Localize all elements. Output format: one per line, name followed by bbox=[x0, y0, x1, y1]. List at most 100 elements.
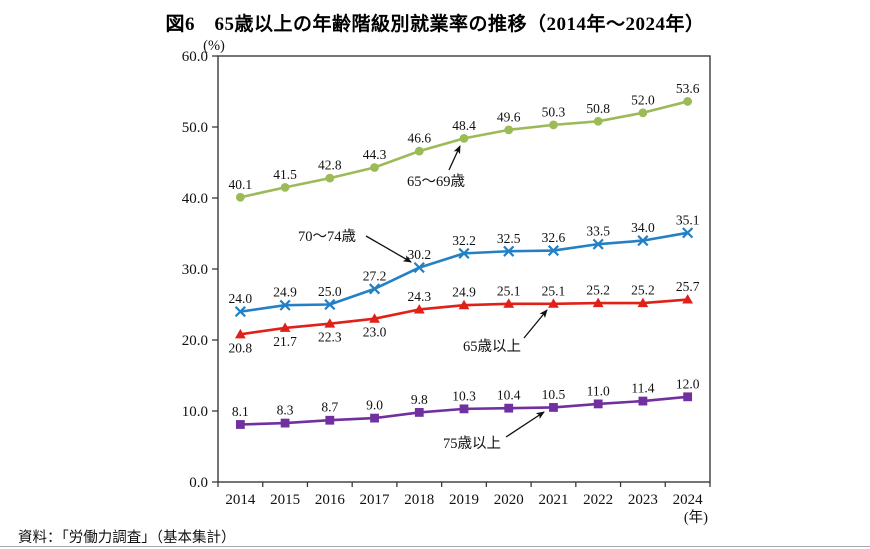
x-axis-tick-label: 2023 bbox=[628, 492, 658, 508]
y-axis-tick-label: 10.0 bbox=[182, 404, 208, 420]
data-point-label-s1: 35.1 bbox=[676, 212, 700, 227]
data-point-label-s2: 20.8 bbox=[229, 340, 253, 355]
data-point-marker-s1 bbox=[234, 306, 246, 318]
data-point-marker-s3 bbox=[414, 408, 424, 417]
data-point-label-s3: 10.3 bbox=[452, 388, 476, 403]
data-point-label-s3: 11.4 bbox=[631, 381, 654, 396]
data-point-label-s1: 32.5 bbox=[497, 231, 521, 246]
y-axis-tick-label: 30.0 bbox=[182, 262, 208, 278]
data-point-label-s3: 10.4 bbox=[497, 388, 521, 403]
data-point-marker-s0 bbox=[638, 108, 648, 118]
data-point-marker-s3 bbox=[370, 413, 379, 423]
data-point-marker-s2 bbox=[369, 313, 380, 323]
data-point-marker-s1 bbox=[547, 244, 560, 257]
data-point-marker-s1 bbox=[413, 262, 425, 274]
data-point-marker-s3 bbox=[549, 403, 558, 412]
data-point-marker-s1 bbox=[592, 238, 604, 250]
data-point-marker-s0 bbox=[235, 192, 245, 202]
x-axis-tick-label: 2016 bbox=[315, 492, 346, 508]
x-axis-tick-label: 2019 bbox=[449, 492, 479, 508]
data-point-label-s0: 50.8 bbox=[586, 101, 610, 116]
x-axis-tick-label: 2014 bbox=[225, 492, 256, 508]
data-point-marker-s0 bbox=[325, 173, 335, 183]
data-point-label-s0: 44.3 bbox=[363, 147, 387, 162]
data-point-label-s1: 25.0 bbox=[318, 284, 342, 299]
data-point-label-s0: 40.1 bbox=[229, 177, 253, 192]
bottom-divider bbox=[0, 546, 870, 547]
data-point-marker-s0 bbox=[683, 97, 693, 106]
x-axis-tick-label: 2017 bbox=[360, 492, 391, 508]
data-point-label-s1: 24.9 bbox=[273, 285, 297, 300]
data-point-label-s2: 24.3 bbox=[407, 289, 431, 304]
data-point-marker-s2 bbox=[458, 299, 470, 310]
data-point-marker-s1 bbox=[503, 245, 515, 257]
data-point-label-s1: 32.6 bbox=[542, 230, 566, 245]
data-point-label-s2: 25.2 bbox=[631, 283, 655, 298]
data-point-label-s2: 24.9 bbox=[452, 285, 476, 300]
series-annotation-label-3: 75歳以上 bbox=[443, 435, 501, 452]
data-point-marker-s3 bbox=[504, 403, 514, 413]
series-annotation-label-0: 65～69歳 bbox=[407, 173, 465, 190]
data-point-label-s3: 12.0 bbox=[676, 376, 700, 391]
data-point-label-s3: 11.0 bbox=[587, 383, 610, 398]
data-point-marker-s2 bbox=[503, 298, 515, 308]
data-point-marker-s3 bbox=[235, 420, 245, 429]
data-point-label-s1: 32.2 bbox=[452, 233, 476, 248]
data-point-label-s3: 10.5 bbox=[542, 387, 566, 402]
data-point-marker-s3 bbox=[325, 415, 335, 425]
data-point-marker-s2 bbox=[637, 297, 649, 308]
data-point-marker-s1 bbox=[324, 298, 336, 311]
data-point-marker-s2 bbox=[279, 322, 291, 332]
data-point-label-s2: 25.1 bbox=[542, 283, 566, 298]
data-point-marker-s3 bbox=[459, 404, 469, 414]
data-point-marker-s3 bbox=[638, 396, 648, 406]
data-point-label-s2: 23.0 bbox=[363, 325, 387, 340]
data-point-marker-s0 bbox=[593, 116, 603, 126]
data-point-label-s2: 25.1 bbox=[497, 283, 521, 298]
data-point-label-s0: 53.6 bbox=[676, 81, 700, 96]
data-point-marker-s2 bbox=[592, 297, 604, 308]
data-point-label-s1: 27.2 bbox=[363, 268, 387, 283]
data-point-marker-s3 bbox=[280, 418, 290, 428]
data-point-label-s3: 8.1 bbox=[232, 404, 249, 419]
data-point-marker-s0 bbox=[280, 182, 290, 192]
data-point-marker-s1 bbox=[682, 227, 694, 239]
x-axis-tick-label: 2020 bbox=[494, 492, 524, 508]
annotation-arrow-1 bbox=[365, 235, 412, 263]
data-point-marker-s0 bbox=[459, 133, 469, 143]
data-point-label-s2: 25.2 bbox=[586, 283, 610, 298]
data-point-label-s0: 46.6 bbox=[407, 131, 431, 146]
data-point-label-s0: 52.0 bbox=[631, 92, 655, 107]
data-point-marker-s2 bbox=[548, 298, 559, 308]
x-axis-tick-label: 2015 bbox=[270, 492, 300, 508]
data-point-marker-s1 bbox=[458, 247, 470, 259]
data-point-marker-s1 bbox=[368, 283, 381, 295]
y-axis-unit-label: (%) bbox=[203, 38, 225, 54]
x-axis-tick-label: 2022 bbox=[583, 492, 613, 508]
data-point-marker-s0 bbox=[504, 125, 514, 135]
data-point-label-s0: 48.4 bbox=[452, 118, 476, 133]
data-point-label-s2: 25.7 bbox=[676, 279, 700, 294]
data-point-label-s1: 30.2 bbox=[407, 247, 431, 262]
data-point-label-s3: 8.3 bbox=[277, 403, 294, 418]
x-axis-unit-label: (年) bbox=[684, 509, 708, 526]
y-axis-tick-label: 0.0 bbox=[189, 475, 208, 491]
annotation-arrow-3 bbox=[505, 411, 545, 438]
y-axis-tick-label: 40.0 bbox=[182, 191, 208, 207]
data-point-label-s0: 49.6 bbox=[497, 109, 521, 124]
data-point-marker-s2 bbox=[234, 328, 246, 339]
data-point-label-s2: 22.3 bbox=[318, 330, 342, 345]
data-point-marker-s2 bbox=[324, 318, 336, 328]
data-point-marker-s2 bbox=[682, 294, 694, 304]
data-point-marker-s0 bbox=[370, 163, 379, 172]
annotation-arrow-0 bbox=[448, 145, 461, 171]
data-point-label-s0: 50.3 bbox=[542, 104, 566, 119]
x-axis-tick-label: 2024 bbox=[673, 492, 704, 508]
y-axis-tick-label: 50.0 bbox=[182, 120, 208, 136]
data-point-marker-s1 bbox=[279, 299, 291, 311]
data-point-marker-s1 bbox=[637, 235, 649, 247]
chart-title: 図6 65歳以上の年齢階級別就業率の推移（2014年～2024年） bbox=[165, 14, 705, 35]
series-annotation-label-2: 65歳以上 bbox=[463, 338, 521, 355]
